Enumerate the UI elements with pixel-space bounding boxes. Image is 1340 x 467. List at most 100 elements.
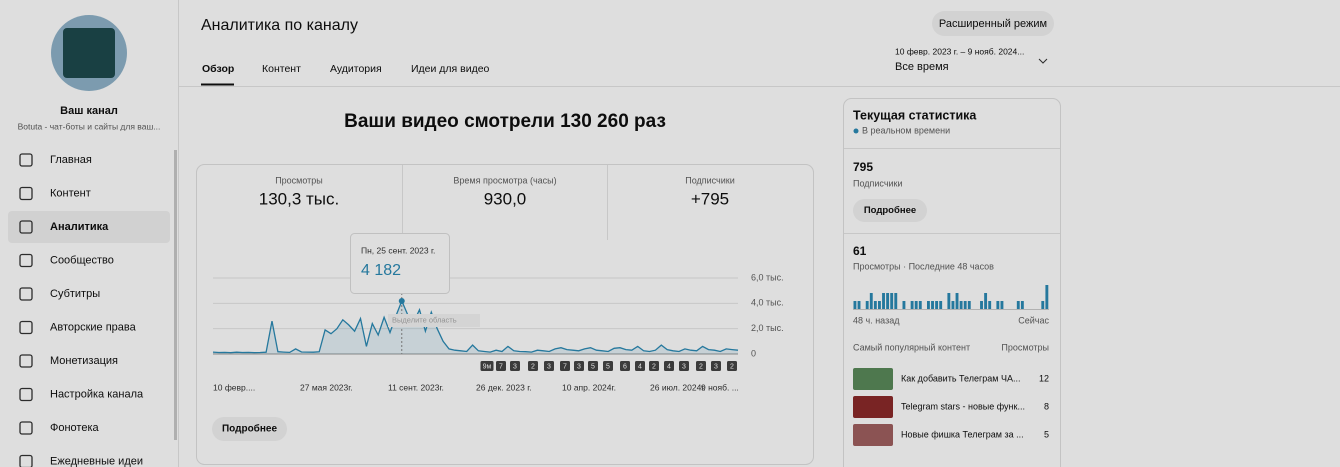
video-marker-label: 2 (531, 363, 535, 370)
video-marker[interactable] (649, 361, 659, 371)
menu-item[interactable]: Монетизация (50, 355, 118, 367)
top-title[interactable]: Как добавить Телеграм ЧА... (901, 373, 1020, 383)
bar (959, 301, 963, 309)
top-title: Самый популярный контент (853, 342, 970, 352)
channel-desc: Botuta - чат-боты и сайты для ваш... (18, 121, 161, 131)
menu-icon (19, 220, 33, 234)
bar (865, 301, 869, 309)
bars-start: 48 ч. назад (853, 315, 900, 325)
live-label: В реальном времени (862, 125, 950, 135)
bar (931, 301, 934, 309)
video-marker-label: 7 (499, 363, 503, 370)
tab[interactable]: Аудитория (330, 63, 382, 75)
video-marker[interactable] (480, 361, 494, 371)
advanced-button[interactable] (932, 11, 1054, 36)
tooltip (350, 233, 450, 294)
metric-value: +795 (691, 189, 729, 208)
bar (857, 301, 861, 309)
video-marker-label: 4 (638, 363, 642, 370)
top-views: 12 (1039, 373, 1049, 383)
menu-item[interactable]: Главная (50, 154, 92, 166)
menu-item[interactable]: Сообщество (50, 254, 114, 266)
bar (939, 301, 943, 309)
video-marker[interactable] (574, 361, 584, 371)
top-title[interactable]: Новые фишка Телеграм за ... (901, 429, 1024, 439)
video-marker[interactable] (711, 361, 721, 371)
metric-value: 930,0 (484, 189, 527, 208)
menu-icon (19, 454, 33, 467)
bar (1020, 301, 1024, 309)
video-marker[interactable] (679, 361, 689, 371)
hover-hint-bg (388, 314, 480, 327)
video-marker[interactable] (560, 361, 570, 371)
thumbnail[interactable] (853, 424, 893, 446)
live-dot (853, 128, 859, 134)
thumbnail[interactable] (853, 396, 893, 418)
video-marker[interactable] (588, 361, 598, 371)
realtime-more-button[interactable] (853, 199, 927, 222)
hover-point (398, 298, 405, 305)
menu-icon (19, 421, 33, 435)
bar (902, 301, 906, 309)
video-marker[interactable] (696, 361, 706, 371)
bar (918, 301, 922, 309)
video-marker[interactable] (635, 361, 645, 371)
bar (967, 301, 971, 309)
menu-item[interactable]: Фонотека (50, 422, 100, 434)
menu-active (8, 211, 170, 243)
views-label: Просмотры · Последние 48 часов (853, 261, 994, 271)
tooltip-date: Пн, 25 сент. 2023 г. (361, 245, 435, 255)
bars-end: Сейчас (1018, 315, 1049, 325)
x-tick-label: 26 июл. 2024г. (650, 382, 706, 392)
x-tick-label: 11 сент. 2023г. (388, 382, 444, 392)
video-marker[interactable] (510, 361, 520, 371)
realtime-card (843, 98, 1061, 467)
bar (984, 293, 988, 309)
y-tick-label: 2,0 тыс. (751, 323, 784, 333)
video-marker-label: 2 (699, 363, 703, 370)
views: 61 (853, 244, 867, 258)
top-views: 8 (1044, 401, 1049, 411)
top-views: 5 (1044, 429, 1049, 439)
video-marker[interactable] (727, 361, 737, 371)
avatar-logo (63, 28, 115, 78)
bar (878, 301, 881, 309)
tab[interactable]: Контент (262, 63, 301, 75)
bar (1016, 301, 1020, 309)
menu-item[interactable]: Контент (50, 187, 91, 199)
thumbnail[interactable] (853, 368, 893, 390)
x-tick-label: 10 февр.... (213, 382, 255, 392)
menu-item[interactable]: Субтитры (50, 288, 100, 300)
video-marker-label: 2 (730, 363, 734, 370)
menu-icon (19, 287, 33, 301)
menu-item[interactable]: Аналитика (50, 221, 109, 233)
chevron[interactable] (1038, 58, 1048, 64)
video-marker[interactable] (528, 361, 538, 371)
bar (890, 293, 894, 309)
y-tick-label: 0 (751, 348, 756, 358)
menu-icon (19, 320, 33, 335)
top-title[interactable]: Telegram stars - новые функ... (901, 401, 1025, 411)
video-marker-label: 6 (623, 363, 627, 370)
video-marker[interactable] (496, 361, 506, 371)
chart-area (213, 301, 738, 354)
headline: Ваши видео смотрели 130 260 раз (344, 111, 666, 132)
video-marker[interactable] (620, 361, 630, 371)
x-tick-label: 26 дек. 2023 г. (476, 382, 532, 392)
menu-item[interactable]: Авторские права (50, 321, 137, 333)
video-marker[interactable] (603, 361, 613, 371)
subscribers: 795 (853, 160, 873, 174)
video-marker[interactable] (664, 361, 674, 371)
video-marker[interactable] (544, 361, 554, 371)
tab[interactable]: Обзор (202, 63, 234, 75)
bar (873, 301, 877, 309)
menu-icon (19, 387, 33, 402)
more-button[interactable] (212, 417, 287, 441)
period[interactable]: Все время (895, 61, 949, 73)
tab[interactable]: Идеи для видео (411, 63, 490, 75)
menu-item[interactable]: Настройка канала (50, 388, 144, 400)
menu-item[interactable]: Ежедневные идеи (50, 455, 143, 467)
bar (996, 301, 1000, 309)
bar (947, 293, 951, 309)
